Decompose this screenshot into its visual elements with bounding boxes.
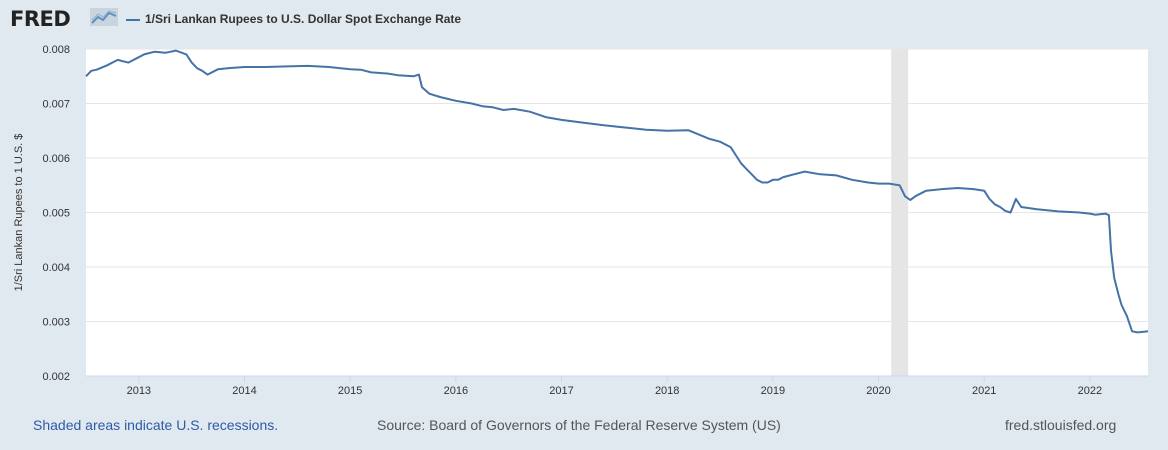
legend-label: 1/Sri Lankan Rupees to U.S. Dollar Spot … — [145, 12, 462, 26]
x-tick-label: 2022 — [1078, 385, 1102, 397]
y-tick-label: 0.002 — [42, 371, 70, 383]
x-tick-label: 2021 — [972, 385, 996, 397]
y-axis-title: 1/Sri Lankan Rupees to 1 U.S. $ — [13, 134, 25, 292]
chart-header: FRED 1/Sri Lankan Rupees to U.S. Dollar … — [8, 6, 708, 34]
y-tick-label: 0.005 — [42, 208, 70, 220]
recession-note: Shaded areas indicate U.S. recessions. — [33, 417, 279, 433]
series-line — [85, 49, 1149, 334]
x-tick-label: 2015 — [338, 385, 362, 397]
x-tick-label: 2014 — [232, 385, 256, 397]
y-tick-label: 0.004 — [42, 262, 70, 274]
x-axis-ticks: 2013 2014 2015 2016 2017 2018 2019 2020 2021 2022 — [127, 376, 1102, 397]
x-tick-label: 2020 — [866, 385, 890, 397]
grid-lines — [86, 48, 1148, 377]
legend-swatch — [126, 19, 140, 21]
x-tick-label: 2017 — [549, 385, 573, 397]
line-chart: 0.002 0.003 0.004 0.005 0.006 0.007 0.008 2013… — [13, 44, 1149, 397]
y-axis-ticks: 0.002 0.003 0.004 0.005 0.006 0.007 0.008 — [42, 44, 70, 383]
x-tick-label: 2013 — [127, 385, 151, 397]
y-tick-label: 0.008 — [42, 44, 70, 56]
site-link[interactable]: fred.stlouisfed.org — [1005, 417, 1117, 433]
x-tick-label: 2016 — [444, 385, 468, 397]
x-tick-label: 2019 — [761, 385, 785, 397]
y-tick-label: 0.006 — [42, 153, 70, 165]
graph-icon — [90, 8, 118, 26]
source-note: Source: Board of Governors of the Federa… — [377, 417, 781, 433]
y-tick-label: 0.003 — [42, 317, 70, 329]
x-tick-label: 2018 — [655, 385, 679, 397]
y-tick-label: 0.007 — [42, 99, 70, 111]
fred-logo[interactable]: FRED — [10, 7, 71, 31]
